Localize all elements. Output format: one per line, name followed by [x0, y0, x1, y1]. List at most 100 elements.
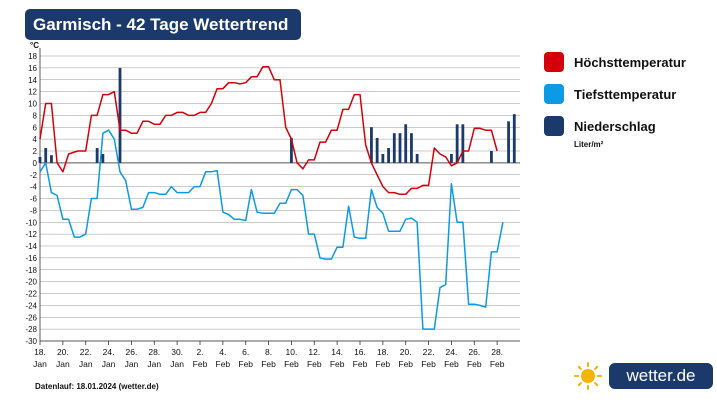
precip-unit-label: Liter/m² — [574, 140, 604, 149]
y-tick-label: 2 — [33, 147, 38, 156]
precip-bar — [50, 155, 53, 163]
logo-text: wetter.de — [609, 363, 713, 389]
x-tick-month: Jan — [170, 359, 184, 369]
x-tick-month: Feb — [421, 359, 436, 369]
x-tick-day: 20. — [400, 347, 412, 357]
precip-bar — [375, 137, 379, 163]
x-tick-month: Jan — [125, 359, 139, 369]
y-tick-label: -8 — [30, 206, 38, 215]
y-tick-label: -2 — [30, 171, 38, 180]
legend-item-precip: Niederschlag — [544, 116, 656, 136]
precip-bar — [410, 133, 413, 163]
y-tick-label: -18 — [25, 266, 37, 275]
y-tick-label: -30 — [25, 337, 37, 346]
y-tick-label: -26 — [25, 313, 37, 322]
x-tick-day: 12. — [308, 347, 320, 357]
y-tick-label: -16 — [25, 254, 37, 263]
chart-title: Garmisch - 42 Tage Wettertrend — [25, 9, 301, 40]
precip-bar — [415, 153, 419, 163]
x-tick-day: 30. — [171, 347, 183, 357]
x-tick-month: Jan — [33, 359, 47, 369]
y-tick-label: -14 — [25, 242, 37, 251]
precip-bar — [450, 153, 453, 163]
legend-swatch-max — [544, 52, 564, 72]
x-tick-day: 2. — [196, 347, 203, 357]
y-tick-label: 12 — [28, 88, 37, 97]
x-tick-day: 6. — [242, 347, 249, 357]
y-tick-label: 10 — [28, 100, 37, 109]
x-tick-day: 22. — [80, 347, 92, 357]
precip-bar — [381, 153, 385, 163]
x-tick-day: 16. — [354, 347, 366, 357]
y-tick-label: 6 — [33, 123, 38, 132]
x-tick-day: 28. — [491, 347, 503, 357]
legend-swatch-precip — [544, 116, 564, 136]
x-tick-month: Feb — [467, 359, 482, 369]
x-tick-month: Feb — [490, 359, 505, 369]
precip-bar — [455, 124, 459, 163]
precip-bar — [398, 133, 402, 163]
precip-bar — [512, 114, 516, 163]
x-tick-month: Feb — [261, 359, 276, 369]
x-tick-month: Feb — [398, 359, 413, 369]
precip-bar — [461, 124, 465, 163]
x-tick-month: Feb — [193, 359, 208, 369]
x-tick-month: Jan — [102, 359, 116, 369]
y-tick-label: -12 — [25, 230, 37, 239]
x-tick-day: 18. — [34, 347, 46, 357]
precip-bar — [392, 133, 396, 163]
x-tick-month: Feb — [376, 359, 391, 369]
sun-icon — [574, 362, 602, 390]
x-tick-month: Feb — [307, 359, 322, 369]
x-tick-day: 28. — [148, 347, 160, 357]
x-tick-day: 18. — [377, 347, 389, 357]
x-tick-day: 10. — [286, 347, 298, 357]
precip-bar — [290, 137, 293, 163]
x-tick-month: Feb — [330, 359, 345, 369]
legend-label-precip: Niederschlag — [574, 118, 656, 134]
precip-bar — [404, 124, 408, 163]
y-axis-label: °C — [30, 41, 39, 50]
precip-bar — [44, 148, 48, 163]
y-tick-label: -4 — [30, 183, 38, 192]
y-tick-label: -22 — [25, 290, 37, 299]
x-tick-day: 8. — [265, 347, 272, 357]
legend-item-min: Tiefsttemperatur — [544, 84, 676, 104]
x-tick-day: 24. — [103, 347, 115, 357]
y-tick-label: 16 — [28, 64, 37, 73]
series-line-max — [39, 65, 498, 196]
y-tick-label: 8 — [33, 111, 38, 120]
x-tick-month: Feb — [353, 359, 368, 369]
legend-item-max: Höchsttemperatur — [544, 52, 686, 72]
precip-bar — [38, 156, 42, 163]
x-tick-month: Jan — [56, 359, 70, 369]
x-tick-month: Feb — [238, 359, 253, 369]
precip-bar — [387, 148, 390, 163]
x-tick-day: 20. — [57, 347, 69, 357]
x-tick-month: Jan — [79, 359, 93, 369]
wetter-logo[interactable]: wetter.de — [573, 361, 713, 391]
legend-label-max: Höchsttemperatur — [574, 54, 686, 70]
data-run-footer: Datenlauf: 18.01.2024 (wetter.de) — [35, 382, 159, 391]
precip-bar — [507, 121, 510, 163]
x-tick-month: Feb — [216, 359, 231, 369]
x-tick-day: 24. — [446, 347, 458, 357]
precip-bar — [118, 67, 122, 163]
x-tick-month: Jan — [147, 359, 161, 369]
x-tick-day: 26. — [126, 347, 138, 357]
x-tick-day: 26. — [468, 347, 480, 357]
y-tick-label: 0 — [33, 159, 38, 168]
x-tick-month: Feb — [284, 359, 299, 369]
precip-bar — [95, 148, 99, 163]
series-line-min — [39, 129, 504, 330]
x-tick-day: 14. — [331, 347, 343, 357]
y-tick-label: 18 — [28, 52, 37, 61]
x-tick-day: 22. — [423, 347, 435, 357]
y-tick-label: 14 — [28, 76, 37, 85]
precip-bar — [370, 127, 373, 163]
legend-label-min: Tiefsttemperatur — [574, 86, 677, 102]
y-tick-label: -20 — [25, 278, 37, 287]
x-tick-month: Feb — [444, 359, 459, 369]
precip-bar — [490, 151, 493, 163]
